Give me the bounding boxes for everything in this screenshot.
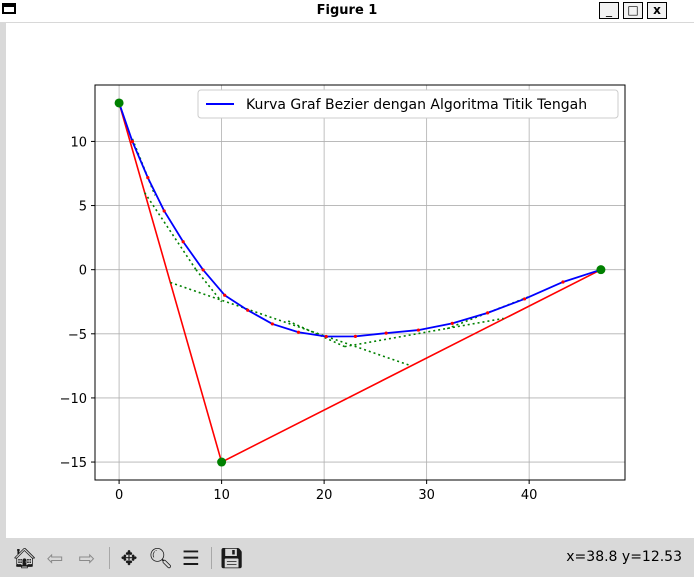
y-tick-label: −15 (60, 456, 87, 471)
midpoint-dot (223, 293, 227, 297)
x-tick-label: 10 (213, 488, 230, 503)
midpoint-dot (384, 331, 388, 335)
midpoint-dot (270, 322, 274, 326)
midpoint-dot (130, 139, 135, 144)
midpoint-dot (522, 297, 527, 301)
toolbar-separator (211, 547, 212, 569)
construction-line (287, 320, 345, 348)
construction-line (170, 281, 412, 367)
axis-ticks: 0 10 20 30 40 −15 −10 −5 0 5 10 (60, 135, 538, 503)
zoom-icon[interactable]: 🔍︎ (148, 546, 174, 570)
midpoint-dot (353, 334, 357, 338)
minimize-button[interactable]: _ (599, 2, 619, 19)
maximize-button[interactable]: □ (623, 2, 643, 19)
x-tick-label: 30 (418, 488, 435, 503)
y-tick-label: 0 (79, 264, 87, 279)
axes-frame (94, 84, 626, 481)
toolbar-separator (109, 547, 110, 569)
construction-line (195, 269, 223, 303)
y-tick-label: 10 (70, 135, 87, 150)
grid (95, 85, 625, 480)
legend-box (197, 89, 619, 119)
control-point-marker (114, 98, 124, 108)
window-left-edge (0, 22, 6, 538)
x-tick-label: 0 (115, 488, 123, 503)
close-button[interactable]: x (647, 2, 667, 19)
midpoint-dot (296, 330, 301, 334)
home-icon[interactable]: 🏠︎ (12, 546, 38, 570)
y-tick-label: 5 (79, 200, 87, 215)
navigation-toolbar: 🏠︎ ⇦ ⇨ ✥ 🔍︎ ☰ 💾︎ x=38.8 y=12.53 (0, 538, 694, 577)
midpoint-dot (246, 308, 250, 312)
construction-line (144, 192, 197, 271)
curve-points (114, 98, 606, 467)
pan-icon[interactable]: ✥ (120, 546, 138, 570)
window-icon (2, 3, 16, 14)
midpoint-dot (146, 175, 150, 180)
midpoint-dot (324, 334, 328, 339)
midpoint-dot (561, 280, 565, 284)
subplots-icon[interactable]: ☰ (182, 546, 200, 570)
x-tick-label: 40 (521, 488, 538, 503)
figure-canvas[interactable]: 0 10 20 30 40 −15 −10 −5 0 5 10 Kurva Graf Bezier … (0, 22, 694, 538)
x-tick-label: 20 (316, 488, 333, 503)
y-tick-label: −5 (68, 328, 87, 343)
construction-line (344, 317, 504, 348)
midpoint-dot (450, 321, 454, 326)
control-polygon (118, 102, 602, 464)
window-title: Figure 1 (316, 3, 378, 18)
control-point-marker (217, 457, 227, 467)
legend-label: Kurva Graf Bezier dengan Algoritma Titik… (246, 97, 587, 113)
midpoint-dot (181, 240, 185, 244)
midpoint-dot (201, 268, 205, 272)
bezier-curve (118, 102, 602, 338)
back-icon[interactable]: ⇦ (46, 546, 64, 570)
midpoint-dot (416, 328, 421, 332)
control-polygon-line (118, 102, 602, 464)
control-point-marker (596, 265, 606, 275)
midpoint-dot (162, 209, 166, 213)
forward-icon[interactable]: ⇨ (78, 546, 96, 570)
y-tick-label: −10 (60, 392, 87, 407)
save-icon[interactable]: 💾︎ (219, 546, 245, 570)
construction-lines (131, 138, 530, 367)
legend: Kurva Graf Bezier dengan Algoritma Titik… (197, 89, 619, 119)
title-bar: Figure 1 _ □ x (0, 0, 694, 23)
bezier-curve-line (118, 102, 602, 338)
cursor-coordinates: x=38.8 y=12.53 (566, 549, 682, 565)
midpoint-dot (486, 311, 490, 315)
